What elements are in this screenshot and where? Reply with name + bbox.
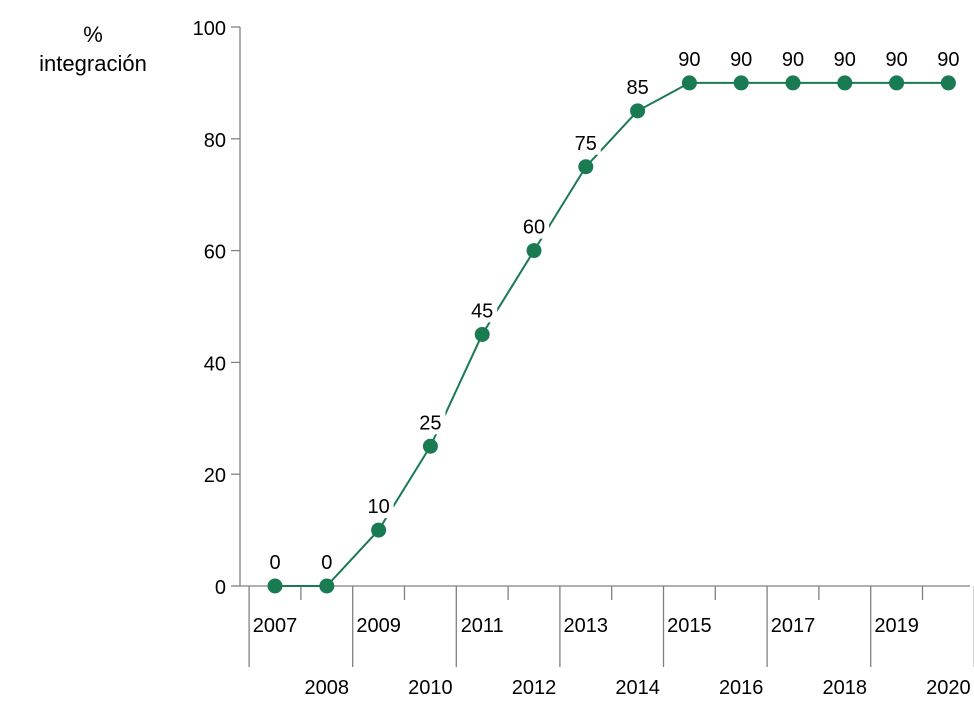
data-label: 25 (419, 412, 441, 434)
data-point (578, 159, 594, 175)
x-tick-label: 2012 (512, 677, 557, 699)
y-tick-label: 100 (193, 18, 226, 40)
y-axis-title-line-2: integración (39, 51, 147, 76)
data-label-background (415, 407, 446, 435)
x-tick-label: 2016 (719, 677, 764, 699)
data-label: 0 (321, 552, 332, 574)
x-tick-label: 2020 (926, 677, 971, 699)
data-label-background (933, 43, 964, 71)
data-label: 90 (782, 49, 804, 71)
x-tick-label: 2007 (253, 615, 298, 637)
data-point (681, 75, 697, 91)
data-point (474, 326, 490, 342)
y-tick-label: 20 (204, 465, 226, 487)
data-label-background (726, 43, 757, 71)
data-point (889, 75, 905, 91)
data-label-background (266, 547, 284, 574)
data-label: 90 (937, 49, 959, 71)
y-tick-label: 0 (215, 577, 226, 599)
data-label-background (317, 547, 336, 574)
data-label: 90 (885, 49, 907, 71)
y-tick-label: 60 (204, 242, 226, 264)
data-label: 10 (367, 496, 389, 518)
y-tick-label: 40 (204, 353, 226, 375)
y-tick-label: 80 (204, 130, 226, 152)
data-label-background (674, 43, 705, 71)
data-label: 85 (626, 77, 648, 99)
data-point (940, 75, 956, 91)
y-axis-title: % integración (18, 20, 168, 78)
data-label: 60 (523, 217, 545, 239)
data-label-background (622, 71, 653, 99)
x-tick-label: 2019 (874, 615, 919, 637)
data-point (422, 438, 438, 454)
x-tick-label: 2010 (408, 677, 453, 699)
x-tick-label: 2015 (667, 615, 712, 637)
data-point (837, 75, 853, 91)
data-point (526, 243, 542, 259)
axes: 0204060801002007200820092010201120122013… (193, 18, 974, 699)
x-tick-label: 2013 (564, 615, 609, 637)
data-point (630, 103, 646, 119)
data-label-background (881, 43, 912, 71)
data-labels: 0 0 10 25 45 60 75 85 90 90 90 90 90 90 (266, 43, 964, 574)
y-axis-title-line-1: % (83, 22, 103, 47)
data-label: 0 (269, 552, 280, 574)
data-label-background (570, 127, 601, 155)
data-point (267, 578, 283, 594)
data-label-background (363, 491, 394, 519)
x-tick-label: 2011 (461, 615, 504, 637)
data-label: 90 (834, 49, 856, 71)
x-tick-label: 2018 (823, 677, 868, 699)
data-label: 90 (730, 49, 752, 71)
x-tick-label: 2017 (771, 615, 816, 637)
data-label-background (467, 295, 498, 323)
data-label-background (829, 43, 860, 71)
x-tick-label: 2009 (356, 615, 401, 637)
data-label-background (519, 211, 549, 239)
x-tick-label: 2014 (615, 677, 660, 699)
data-label: 90 (678, 49, 700, 71)
data-label-background (778, 43, 808, 71)
data-point (371, 522, 387, 538)
data-point (733, 75, 749, 91)
data-point (785, 75, 801, 91)
data-label: 45 (471, 300, 493, 322)
x-tick-label: 2008 (305, 677, 350, 699)
data-label: 75 (575, 133, 597, 155)
data-point (319, 578, 335, 594)
